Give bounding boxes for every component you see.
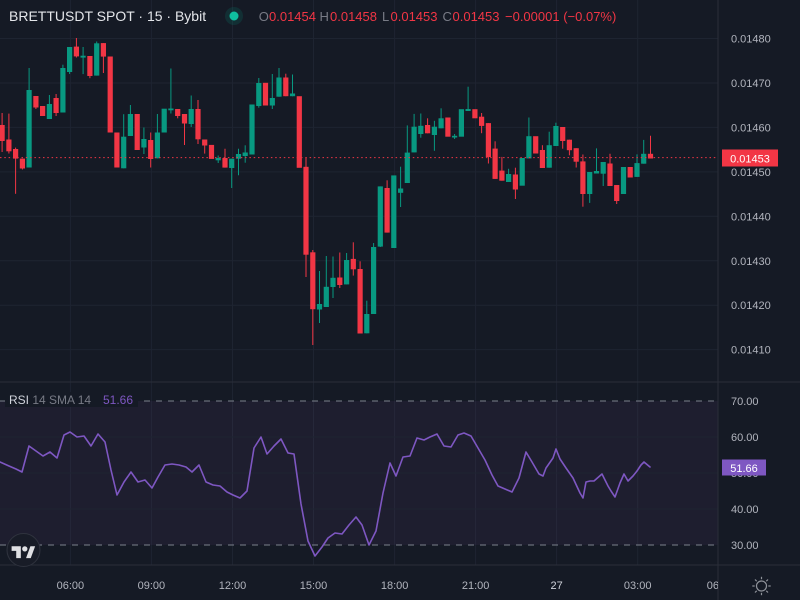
svg-text:0.01460: 0.01460: [731, 122, 771, 134]
svg-text:0.01440: 0.01440: [731, 211, 771, 223]
svg-text:0.01454: 0.01454: [269, 9, 316, 24]
svg-text:0.01430: 0.01430: [731, 256, 771, 268]
svg-text:H: H: [320, 9, 329, 24]
svg-text:12:00: 12:00: [219, 580, 247, 592]
svg-text:09:00: 09:00: [138, 580, 166, 592]
svg-text:15:00: 15:00: [300, 580, 328, 592]
svg-text:40.00: 40.00: [731, 504, 759, 516]
svg-text:06:00: 06:00: [707, 580, 735, 592]
svg-text:30.00: 30.00: [731, 540, 759, 552]
svg-text:0.01458: 0.01458: [330, 9, 377, 24]
svg-text:27: 27: [550, 580, 562, 592]
svg-text:O: O: [259, 9, 269, 24]
svg-text:06:00: 06:00: [57, 580, 85, 592]
svg-text:0.01450: 0.01450: [731, 167, 771, 179]
svg-text:0.01410: 0.01410: [731, 345, 771, 357]
svg-text:C: C: [443, 9, 452, 24]
svg-text:21:00: 21:00: [462, 580, 490, 592]
svg-text:−0.00001 (−0.07%): −0.00001 (−0.07%): [505, 9, 616, 24]
svg-text:0.01453: 0.01453: [391, 9, 438, 24]
svg-text:BRETTUSDT SPOT · 15 · Bybit: BRETTUSDT SPOT · 15 · Bybit: [9, 8, 206, 24]
svg-text:18:00: 18:00: [381, 580, 409, 592]
svg-text:0.01480: 0.01480: [731, 34, 771, 46]
svg-text:03:00: 03:00: [624, 580, 652, 592]
svg-text:0.01420: 0.01420: [731, 300, 771, 312]
svg-text:51.66: 51.66: [730, 463, 758, 475]
svg-text:RSI 14 SMA 14 51.66: RSI 14 SMA 14 51.66: [9, 393, 133, 407]
svg-text:60.00: 60.00: [731, 432, 759, 444]
svg-text:0.01453: 0.01453: [453, 9, 500, 24]
svg-text:L: L: [382, 9, 389, 24]
svg-text:0.01470: 0.01470: [731, 78, 771, 90]
svg-text:0.01453: 0.01453: [730, 154, 770, 166]
svg-text:70.00: 70.00: [731, 396, 759, 408]
